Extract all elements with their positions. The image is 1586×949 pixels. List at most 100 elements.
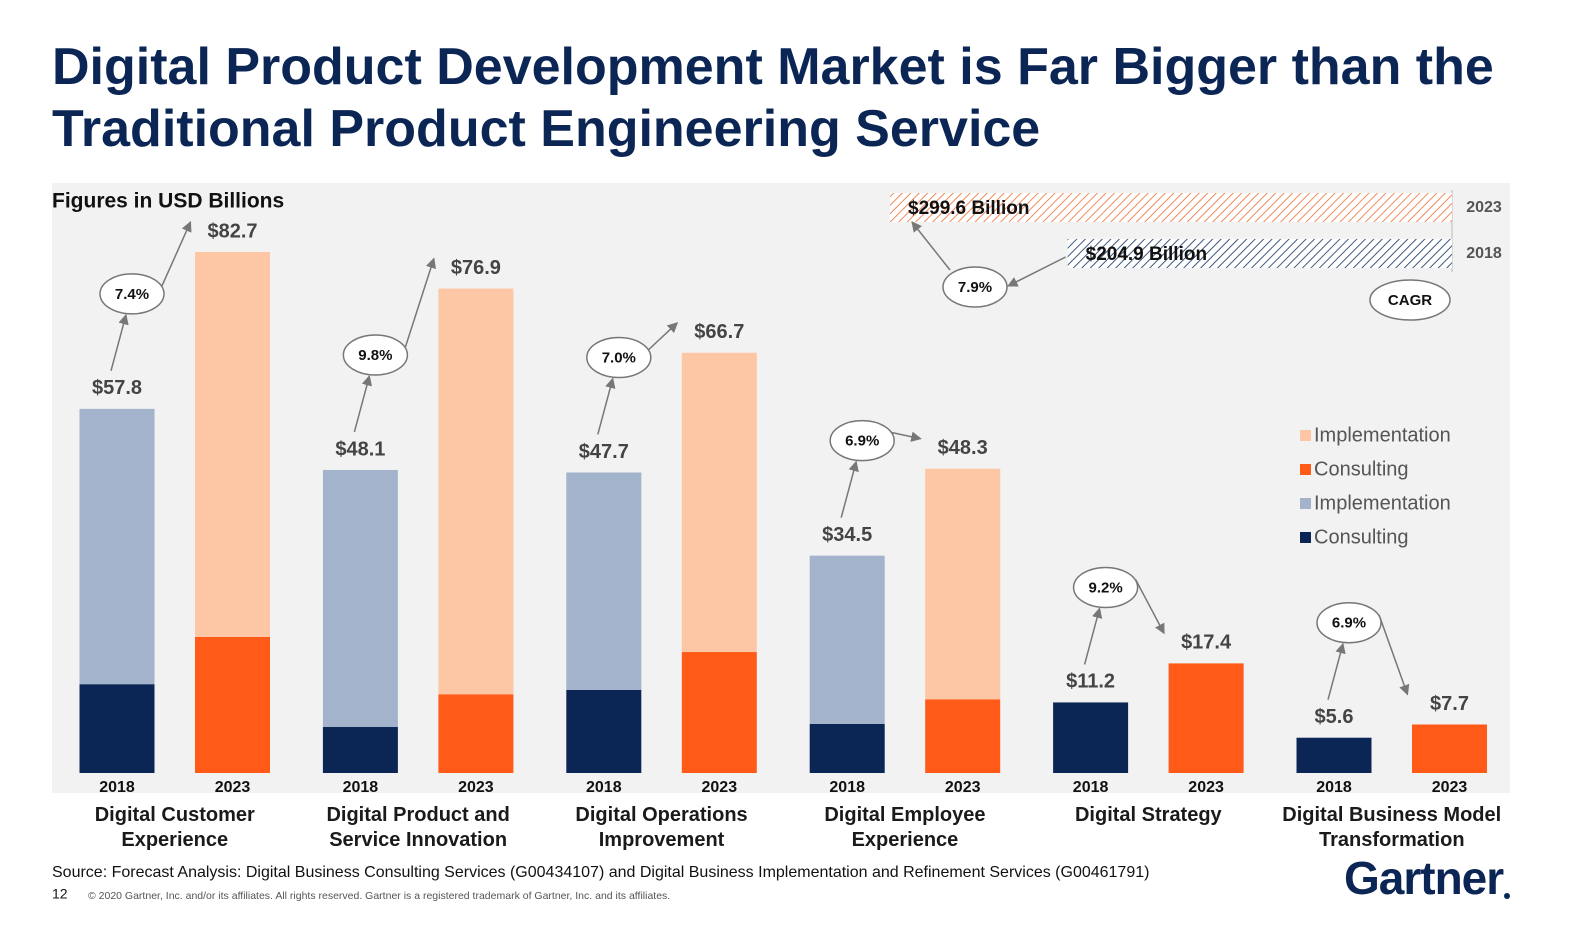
category-label: Digital Strategy <box>1074 804 1222 826</box>
cagr-arrow <box>1327 642 1346 700</box>
bar-segment <box>79 684 155 773</box>
cagr-arrow <box>353 374 373 433</box>
legend-swatch <box>1300 430 1311 441</box>
total-label: $48.1 <box>335 438 385 460</box>
cagr-arrow <box>404 257 436 348</box>
market-bar <box>1067 239 1452 268</box>
x-tick-label: 2023 <box>1188 779 1224 796</box>
x-tick-label: 2023 <box>215 779 251 796</box>
cagr-label: 9.2% <box>1088 579 1122 596</box>
bar-segment <box>809 555 885 724</box>
market-bar <box>890 193 1452 222</box>
cagr-arrow <box>597 377 616 435</box>
bar-segment <box>195 251 270 637</box>
legend-label: Consulting <box>1314 458 1409 480</box>
category-label: Digital Business Model Transformation <box>1282 804 1502 851</box>
legend-label: Consulting <box>1314 526 1409 548</box>
logo: Gartner <box>1344 852 1504 904</box>
cagr-arrow <box>1134 579 1165 635</box>
x-tick-label: 2023 <box>945 779 981 796</box>
bar-segment <box>925 468 1001 700</box>
bar-segment <box>681 352 757 653</box>
cagr-arrow <box>911 221 951 271</box>
total-label: $34.5 <box>822 524 872 546</box>
x-tick-label: 2018 <box>829 779 865 796</box>
market-period: 2018 <box>1466 245 1502 262</box>
cagr-title: CAGR <box>1388 292 1432 309</box>
bar-segment <box>566 472 642 690</box>
cagr-arrow <box>1378 614 1410 696</box>
x-tick-label: 2023 <box>702 779 738 796</box>
subtitle: Figures in USD Billions <box>52 190 284 213</box>
x-tick-label: 2018 <box>99 779 135 796</box>
bar-segment <box>566 689 642 773</box>
copyright: © 2020 Gartner, Inc. and/or its affiliat… <box>88 890 670 902</box>
x-tick-label: 2023 <box>458 779 494 796</box>
total-label: $7.7 <box>1430 693 1469 715</box>
cagr-label: 6.9% <box>1332 615 1366 632</box>
market-label: $204.9 Billion <box>1086 244 1207 265</box>
bar-segment <box>1053 702 1129 773</box>
cagr-key <box>1369 279 1451 321</box>
x-tick-label: 2023 <box>1432 779 1468 796</box>
bar-segment <box>1296 737 1372 773</box>
plot-background <box>52 183 1510 793</box>
cagr-arrow <box>110 313 129 372</box>
legend-swatch <box>1300 498 1311 509</box>
slide-title: Digital Product Development Market is Fa… <box>52 38 1494 158</box>
bar-segment <box>438 288 514 695</box>
cagr-arrow <box>648 322 679 351</box>
cagr-bubble <box>99 273 165 315</box>
total-label: $11.2 <box>1066 671 1115 693</box>
legend-swatch <box>1300 464 1311 475</box>
bar-segment <box>925 699 1001 773</box>
x-tick-label: 2018 <box>586 779 622 796</box>
total-label: $5.6 <box>1315 706 1354 728</box>
cagr-label: 7.4% <box>115 286 149 303</box>
legend-label: Implementation <box>1314 424 1451 446</box>
total-label: $47.7 <box>579 441 629 463</box>
total-label: $66.7 <box>694 321 744 343</box>
total-label: $17.4 <box>1181 632 1232 654</box>
cagr-bubble <box>342 334 409 376</box>
cagr-label: 9.8% <box>358 347 392 364</box>
bar-segment <box>195 636 270 773</box>
cagr-bubble <box>1316 601 1382 644</box>
cagr-arrow <box>161 221 192 287</box>
cagr-label: 6.9% <box>845 433 879 450</box>
cagr-arrow <box>1083 607 1103 665</box>
category-label: Digital Employee Experience <box>824 804 986 851</box>
bar-segment <box>322 727 398 773</box>
legend-swatch <box>1300 532 1311 543</box>
bar-segment <box>322 469 398 728</box>
bar-segment <box>809 723 885 773</box>
legend-label: Implementation <box>1314 492 1451 514</box>
cagr-bubble <box>586 336 652 379</box>
cagr-bubble <box>829 419 895 462</box>
x-tick-label: 2018 <box>343 779 379 796</box>
market-period: 2023 <box>1466 199 1502 216</box>
total-label: $82.7 <box>207 220 257 242</box>
bar-segment <box>438 694 514 773</box>
cagr-arrow <box>840 460 859 518</box>
source: Source: Forecast Analysis: Digital Busin… <box>52 864 1149 881</box>
x-tick-label: 2018 <box>1316 779 1352 796</box>
bar-segment <box>681 652 757 773</box>
total-label: $48.3 <box>938 437 988 459</box>
total-label: $76.9 <box>451 257 501 279</box>
cagr-bubble <box>942 266 1008 308</box>
total-label: $57.8 <box>92 377 142 399</box>
cagr-arrow <box>892 431 922 442</box>
cagr-arrow <box>1007 256 1066 287</box>
category-label: Digital Product and Service Innovation <box>326 804 510 851</box>
market-label: $299.6 Billion <box>908 198 1029 219</box>
category-label: Digital Customer Experience <box>94 804 255 851</box>
x-tick-label: 2018 <box>1073 779 1109 796</box>
cagr-label: 7.9% <box>958 279 992 296</box>
bar-segment <box>79 408 155 685</box>
bar-segment <box>1168 663 1244 773</box>
logo-dot <box>1504 893 1510 899</box>
page-number: 12 <box>52 886 68 902</box>
cagr-label: 7.0% <box>602 349 636 366</box>
